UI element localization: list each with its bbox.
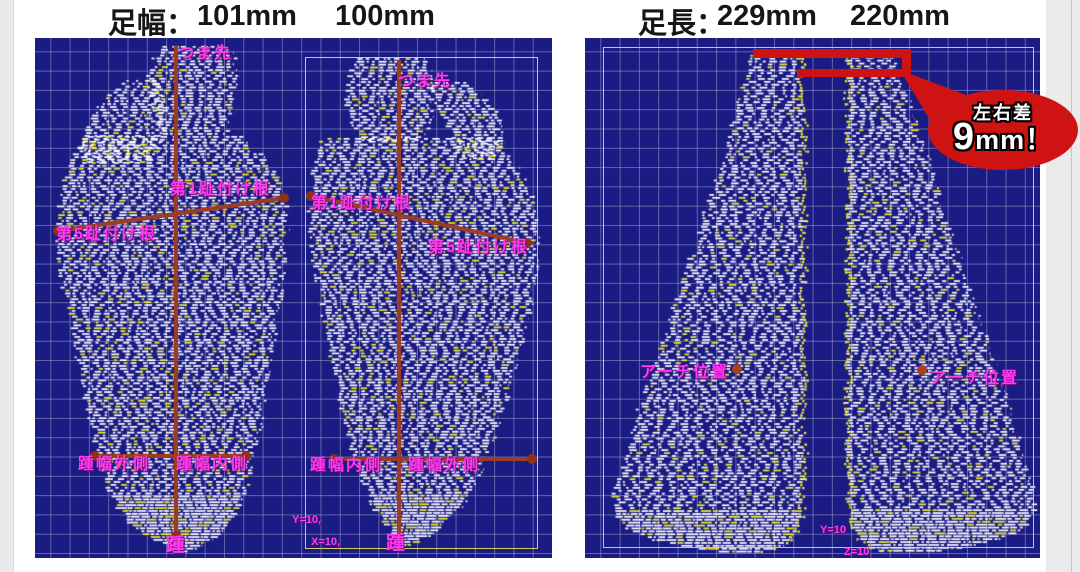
label-foot1-heel-width-outer: 踵幅外側 <box>78 456 151 473</box>
side-axis-z-readout: Z=10 <box>844 546 870 558</box>
measure-box-side-view <box>603 47 1034 548</box>
right-scrollbar-line <box>1071 0 1072 572</box>
label-arch-right: アーチ位置 <box>930 370 1020 387</box>
label-foot2-toe: つま先 <box>398 73 453 90</box>
label-foot2-heel: 踵 <box>386 533 408 554</box>
foot-width-value-right: 100mm <box>335 0 435 32</box>
right-margin-strip <box>1046 0 1080 572</box>
sole-axis-x-readout: X=10, <box>311 536 341 548</box>
difference-unit: mm！ <box>975 125 1054 155</box>
label-foot2-fifth-toe-base: 第5趾付け根 <box>428 239 529 256</box>
measure-box-foot2 <box>305 57 538 549</box>
foot-length-value-right: 220mm <box>850 0 950 32</box>
label-foot2-heel-width-inner: 踵幅内側 <box>310 457 383 474</box>
label-foot2-heel-width-outer: 踵幅外側 <box>408 457 481 474</box>
label-foot2-first-toe-base: 第1趾付け根 <box>311 195 412 212</box>
label-foot1-toe: つま先 <box>178 45 233 62</box>
label-foot1-first-toe-base: 第1趾付け根 <box>170 181 271 198</box>
difference-callout-label: 左右差 <box>973 103 1033 123</box>
difference-value: 9 <box>952 116 976 158</box>
foot-width-title: 足幅： <box>108 8 196 40</box>
label-foot1-heel: 踵 <box>166 535 188 556</box>
sole-scan-pointcloud-canvas <box>35 38 552 558</box>
label-foot1-heel-width-inner: 踵幅内側 <box>176 456 249 473</box>
foot-length-value-left: 229mm <box>717 0 817 32</box>
difference-callout-bubble: 左右差 9 mm！ <box>928 90 1078 170</box>
label-foot1-fifth-toe-base: 第5趾付け根 <box>56 226 157 243</box>
foot-length-title: 足長： <box>638 8 726 40</box>
sole-axis-y-readout: Y=10, <box>292 514 322 526</box>
foot-width-value-left: 101mm <box>197 0 297 32</box>
left-margin-strip <box>0 0 14 572</box>
side-axis-y-readout: Y=10 <box>820 524 846 536</box>
label-arch-left: アーチ位置 <box>640 364 730 381</box>
